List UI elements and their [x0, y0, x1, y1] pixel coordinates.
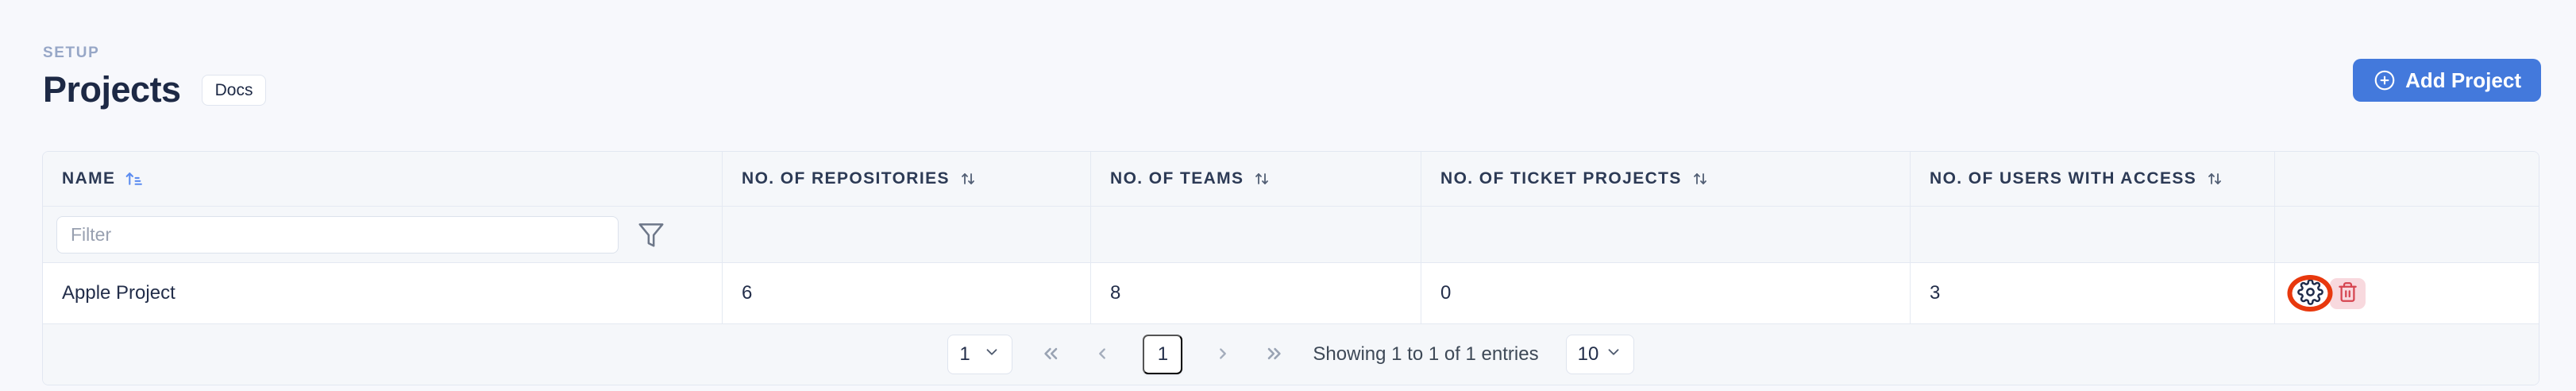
- column-label: NO. OF TEAMS: [1110, 169, 1244, 188]
- filter-cell-empty: [1421, 207, 1910, 262]
- breadcrumb-setup: SETUP: [43, 45, 100, 61]
- sort-icon: [958, 169, 978, 188]
- column-header-teams[interactable]: NO. OF TEAMS: [1090, 152, 1421, 206]
- filter-cell-empty: [2274, 207, 2539, 262]
- chevron-right-icon: [1213, 343, 1233, 366]
- column-header-repositories[interactable]: NO. OF REPOSITORIES: [722, 152, 1090, 206]
- docs-button[interactable]: Docs: [201, 74, 267, 106]
- table-filter-row: [43, 207, 2539, 263]
- delete-project-button[interactable]: [2330, 277, 2366, 309]
- page-select-value: 1: [959, 343, 970, 365]
- add-project-button[interactable]: Add Project: [2353, 59, 2541, 102]
- cell-project-name: Apple Project: [62, 282, 175, 304]
- filter-cell: [43, 207, 722, 262]
- filter-cell-empty: [1910, 207, 2274, 262]
- column-label: NAME: [62, 169, 116, 188]
- cell-repositories-count: 6: [722, 263, 1090, 323]
- chevron-down-icon: [983, 343, 1001, 366]
- first-page-button[interactable]: [1039, 343, 1062, 367]
- filter-cell-empty: [1090, 207, 1421, 262]
- column-header-ticket-projects[interactable]: NO. OF TICKET PROJECTS: [1421, 152, 1910, 206]
- plus-circle-icon: [2373, 68, 2397, 92]
- column-label: NO. OF TICKET PROJECTS: [1440, 169, 1682, 188]
- page-size-dropdown[interactable]: 10: [1565, 335, 1634, 374]
- chevrons-right-icon: [1263, 343, 1286, 367]
- table-row: Apple Project 6 8 0 3: [43, 263, 2539, 324]
- pagination-bar: 1 1: [43, 324, 2539, 385]
- chevrons-left-icon: [1039, 343, 1062, 367]
- sort-icon: [1252, 169, 1271, 188]
- funnel-icon[interactable]: [636, 219, 666, 250]
- page-size-value: 10: [1577, 343, 1599, 365]
- entries-summary: Showing 1 to 1 of 1 entries: [1313, 343, 1539, 365]
- column-header-actions: [2274, 152, 2539, 206]
- table-header-row: NAME NO. OF REPOSITORIES NO. OF TEAMS NO…: [43, 152, 2539, 207]
- next-page-button[interactable]: [1213, 343, 1233, 366]
- filter-cell-empty: [722, 207, 1090, 262]
- projects-table: NAME NO. OF REPOSITORIES NO. OF TEAMS NO…: [42, 151, 2539, 385]
- cell-ticket-projects-count: 0: [1421, 263, 1910, 323]
- cell-teams-count: 8: [1090, 263, 1421, 323]
- column-header-users-with-access[interactable]: NO. OF USERS WITH ACCESS: [1910, 152, 2274, 206]
- trash-icon: [2337, 281, 2358, 305]
- cell-users-with-access-count: 3: [1910, 263, 2274, 323]
- filter-input[interactable]: [56, 215, 619, 254]
- cell-actions: [2274, 263, 2539, 323]
- add-project-label: Add Project: [2405, 68, 2521, 92]
- column-label: NO. OF USERS WITH ACCESS: [1930, 169, 2197, 188]
- last-page-button[interactable]: [1263, 343, 1286, 367]
- sort-icon: [1691, 169, 1710, 188]
- sort-icon: [2205, 169, 2224, 188]
- sort-ascending-icon: [124, 169, 144, 189]
- previous-page-button[interactable]: [1092, 343, 1113, 366]
- page-header: SETUP Projects Docs: [43, 45, 267, 110]
- project-settings-button[interactable]: [2287, 275, 2333, 312]
- page-title: Projects: [43, 69, 181, 110]
- chevron-down-icon: [1605, 343, 1622, 366]
- page-select-dropdown[interactable]: 1: [947, 335, 1013, 374]
- pager-controls: 1: [1039, 335, 1286, 374]
- current-page-button[interactable]: 1: [1143, 335, 1183, 374]
- gear-icon: [2296, 279, 2323, 308]
- column-header-name[interactable]: NAME: [43, 152, 722, 206]
- chevron-left-icon: [1092, 343, 1113, 366]
- title-row: Projects Docs: [43, 69, 267, 110]
- column-label: NO. OF REPOSITORIES: [742, 169, 950, 188]
